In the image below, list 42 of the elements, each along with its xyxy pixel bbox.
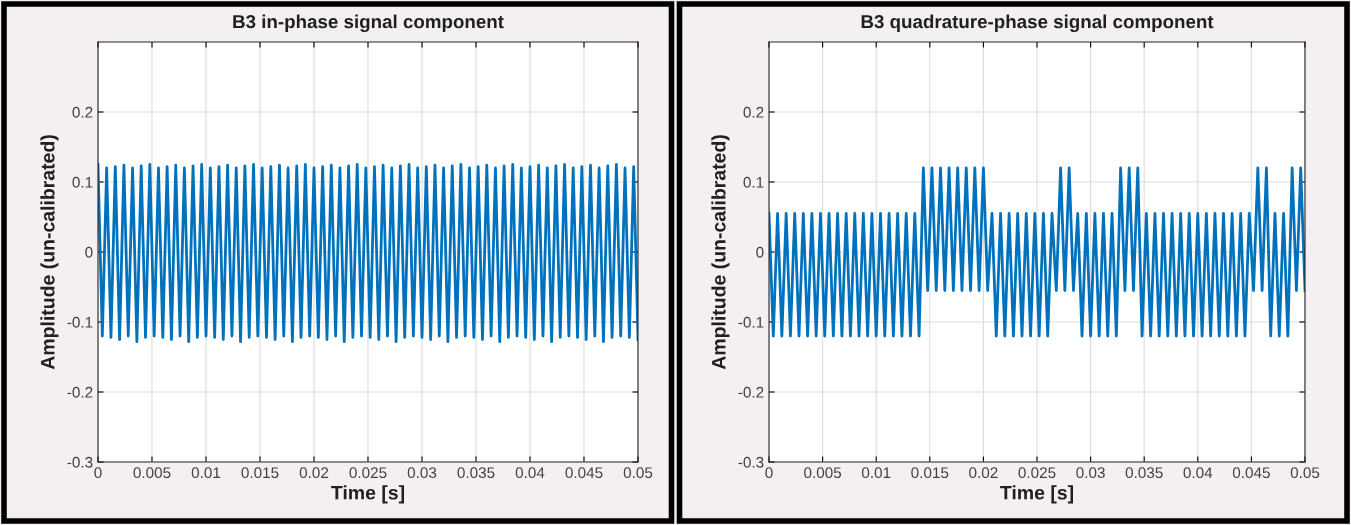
x-tick-label: 0.045 (565, 467, 603, 479)
x-tick-label: 0.015 (241, 467, 279, 479)
x-tick-label: 0.025 (1018, 467, 1056, 479)
x-axis-title: Time [s] (331, 485, 405, 504)
y-tick-label: -0.2 (738, 386, 764, 398)
x-tick-label: 0.035 (1125, 467, 1163, 479)
line-series (98, 163, 638, 343)
x-tick-label: 0.01 (861, 467, 891, 479)
y-tick-label: 0 (85, 246, 93, 258)
y-tick-label: -0.3 (67, 456, 93, 468)
x-tick-label: 0.03 (407, 467, 437, 479)
chart-title: B3 quadrature-phase signal component (861, 14, 1214, 33)
x-tick-label: 0.01 (191, 467, 221, 479)
x-tick-label: 0 (94, 467, 102, 479)
x-tick-label: 0.04 (1183, 467, 1213, 479)
x-tick-label: 0.05 (1290, 467, 1320, 479)
x-tick-label: 0.05 (623, 467, 653, 479)
y-tick-label: 0.2 (743, 106, 764, 118)
y-axis-title: Amplitude (un-calibrated) (711, 135, 730, 370)
x-axis-title: Time [s] (1000, 485, 1074, 504)
y-tick-label: 0 (756, 246, 764, 258)
line-series (769, 166, 1305, 338)
y-tick-label: 0.2 (72, 106, 93, 118)
y-tick-label: -0.1 (67, 316, 93, 328)
x-tick-label: 0.005 (133, 467, 171, 479)
y-axis-title: Amplitude (un-calibrated) (40, 135, 59, 370)
x-tick-label: 0.035 (457, 467, 495, 479)
y-tick-label: -0.1 (738, 316, 764, 328)
x-tick-label: 0.045 (1232, 467, 1270, 479)
x-tick-label: 0 (765, 467, 773, 479)
x-tick-label: 0.02 (299, 467, 329, 479)
chart-title: B3 in-phase signal component (233, 14, 504, 33)
y-tick-label: -0.2 (67, 386, 93, 398)
y-tick-label: -0.3 (738, 456, 764, 468)
y-tick-label: 0.1 (743, 176, 764, 188)
x-tick-label: 0.025 (349, 467, 387, 479)
x-tick-label: 0.005 (804, 467, 842, 479)
x-tick-label: 0.03 (1076, 467, 1105, 479)
y-tick-label: 0.1 (72, 176, 93, 188)
x-tick-label: 0.04 (515, 467, 545, 479)
x-tick-label: 0.015 (911, 467, 949, 479)
x-tick-label: 0.02 (969, 467, 998, 479)
